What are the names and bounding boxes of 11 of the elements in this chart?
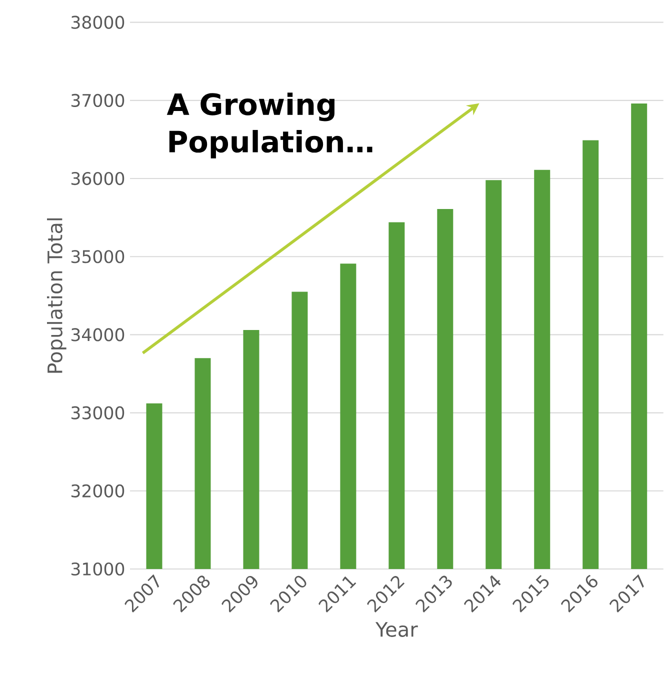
y-tick-label: 36000 [71, 172, 124, 186]
y-axis-title: Population Total [46, 218, 66, 373]
y-tick-label: 34000 [71, 328, 124, 342]
y-tick-label: 38000 [71, 16, 124, 29]
annotation: A Growing Population… [166, 92, 372, 158]
y-tick-label: 31000 [71, 562, 124, 576]
x-axis-title: Year [375, 622, 418, 637]
y-tick-label: 37000 [71, 94, 124, 107]
y-tick-label: 35000 [71, 250, 124, 264]
y-tick-label: 33000 [71, 406, 124, 420]
y-tick-label: 32000 [71, 484, 124, 498]
